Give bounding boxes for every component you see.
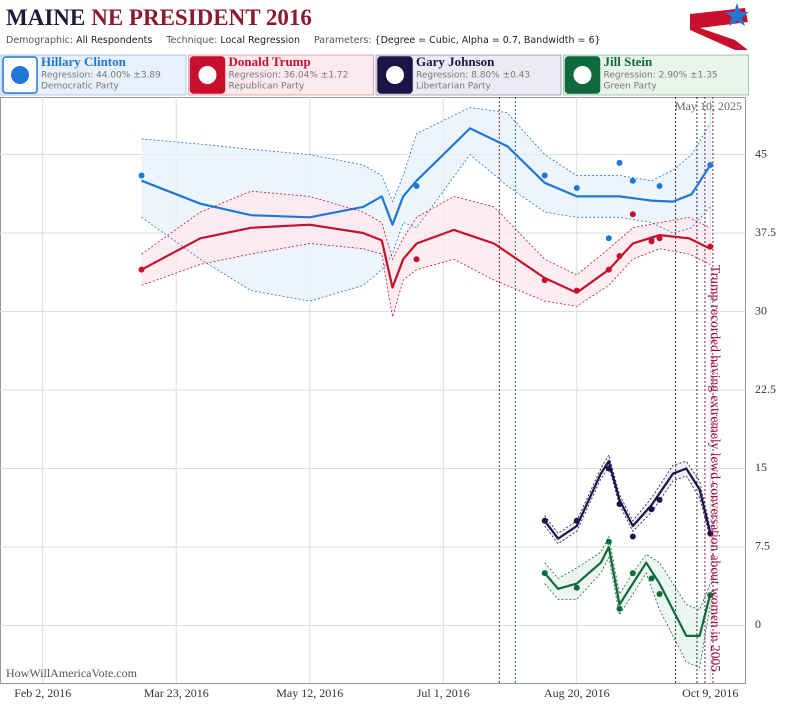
poll-point [656, 235, 663, 242]
poll-point [413, 182, 420, 189]
date-stamp: May 10, 2025 [675, 99, 742, 113]
y-tick-label: 37.5 [755, 225, 776, 239]
poll-point [541, 570, 548, 577]
poll-point [648, 575, 655, 582]
poll-point [629, 570, 636, 577]
legend-party: Republican Party [229, 82, 305, 92]
legend-name: Hillary Clinton [41, 54, 127, 69]
logo [690, 3, 749, 50]
x-tick-label: Jul 1, 2016 [417, 686, 470, 700]
parameter-label: Parameters: [314, 35, 372, 46]
plot-area: Trump recorded having extremely lewd con… [0, 97, 745, 683]
poll-point [629, 177, 636, 184]
poll-point [616, 159, 623, 166]
poll-point [541, 517, 548, 524]
y-tick-label: 45 [755, 146, 767, 160]
band-edge [544, 466, 711, 545]
poll-point [573, 287, 580, 294]
poll-point [629, 533, 636, 540]
parameter-value: Local Regression [220, 35, 300, 46]
band-edge [141, 243, 711, 317]
poll-point [616, 253, 623, 260]
legend-name: Gary Johnson [416, 54, 495, 69]
legend-party: Green Party [604, 82, 658, 92]
x-tick-label: Feb 2, 2016 [14, 686, 71, 700]
poll-point [707, 530, 714, 537]
legend-regression: Regression: 44.00% ±3.89 [41, 71, 161, 81]
parameter-label: Demographic: [6, 35, 73, 46]
poll-point [616, 501, 623, 508]
legend-regression: Regression: 36.04% ±1.72 [229, 71, 349, 81]
poll-point [138, 172, 145, 179]
confidence-band [544, 536, 711, 668]
chart-title: MAINE NE PRESIDENT 2016 [6, 5, 312, 30]
y-tick-label: 15 [755, 460, 767, 474]
poll-point [541, 172, 548, 179]
regression-line [543, 460, 712, 540]
poll-point [605, 235, 612, 242]
x-tick-label: Mar 23, 2016 [144, 686, 209, 700]
legend-icon-glyph [386, 66, 404, 84]
confidence-band [141, 107, 711, 302]
legend-icon-glyph [198, 66, 217, 84]
poll-point [616, 605, 623, 612]
poll-point [656, 591, 663, 598]
poll-point [629, 211, 636, 218]
parameters: Demographic: All Respondents Technique: Loc… [6, 35, 601, 46]
parameter-value: All Respondents [76, 35, 152, 46]
poll-point [648, 238, 655, 245]
legend-icon-glyph [573, 66, 592, 84]
confidence-band [544, 454, 711, 544]
band-edge [544, 453, 711, 534]
band-edge [141, 154, 711, 302]
poll-point [656, 182, 663, 189]
parameter-label: Technique: [165, 35, 217, 46]
poll-point [413, 256, 420, 263]
poll-point [573, 584, 580, 591]
confidence-band [141, 191, 711, 317]
y-tick-label: 22.5 [755, 382, 776, 396]
legend-regression: Regression: 8.80% ±0.43 [416, 71, 530, 81]
title-rest: NE PRESIDENT 2016 [91, 5, 312, 30]
x-tick-label: May 12, 2016 [276, 686, 343, 700]
legend-name: Jill Stein [604, 54, 654, 69]
parameters-line: Demographic: All Respondents Technique: Loc… [6, 35, 601, 46]
y-tick-label: 7.5 [755, 539, 770, 553]
legend-party: Democratic Party [41, 82, 120, 92]
logo-star [725, 3, 749, 26]
annotation: Trump recorded having extremely lewd con… [708, 265, 723, 672]
y-tick-label: 30 [755, 303, 767, 317]
site-credit: HowWillAmericaVote.com [6, 666, 138, 680]
poll-point [573, 517, 580, 524]
parameter-value: {Degree = Cubic, Alpha = 0.7, Bandwidth … [375, 35, 601, 46]
poll-point [656, 496, 663, 503]
x-tick-label: Aug 20, 2016 [544, 686, 610, 700]
poll-point [605, 465, 612, 472]
x-tick-label: Oct 9, 2016 [682, 686, 738, 700]
poll-point [707, 243, 714, 250]
poll-point [573, 185, 580, 192]
legend-name: Donald Trump [229, 54, 311, 69]
legend-icon-glyph [11, 66, 29, 84]
poll-point [605, 538, 612, 545]
poll-point [541, 277, 548, 284]
y-tick-label: 0 [755, 617, 761, 631]
band-edge [544, 556, 711, 668]
regression-line [543, 545, 712, 637]
regression-line [141, 127, 712, 226]
poll-point [648, 506, 655, 513]
poll-point [707, 162, 714, 169]
regression-line [140, 223, 711, 294]
legend-party: Libertarian Party [416, 82, 492, 92]
title-state: MAINE [6, 5, 85, 30]
poll-point [138, 266, 145, 273]
band-edge [141, 190, 711, 276]
poll-point [707, 592, 714, 599]
poll-point [605, 266, 612, 273]
legend-regression: Regression: 2.90% ±1.35 [604, 71, 718, 81]
